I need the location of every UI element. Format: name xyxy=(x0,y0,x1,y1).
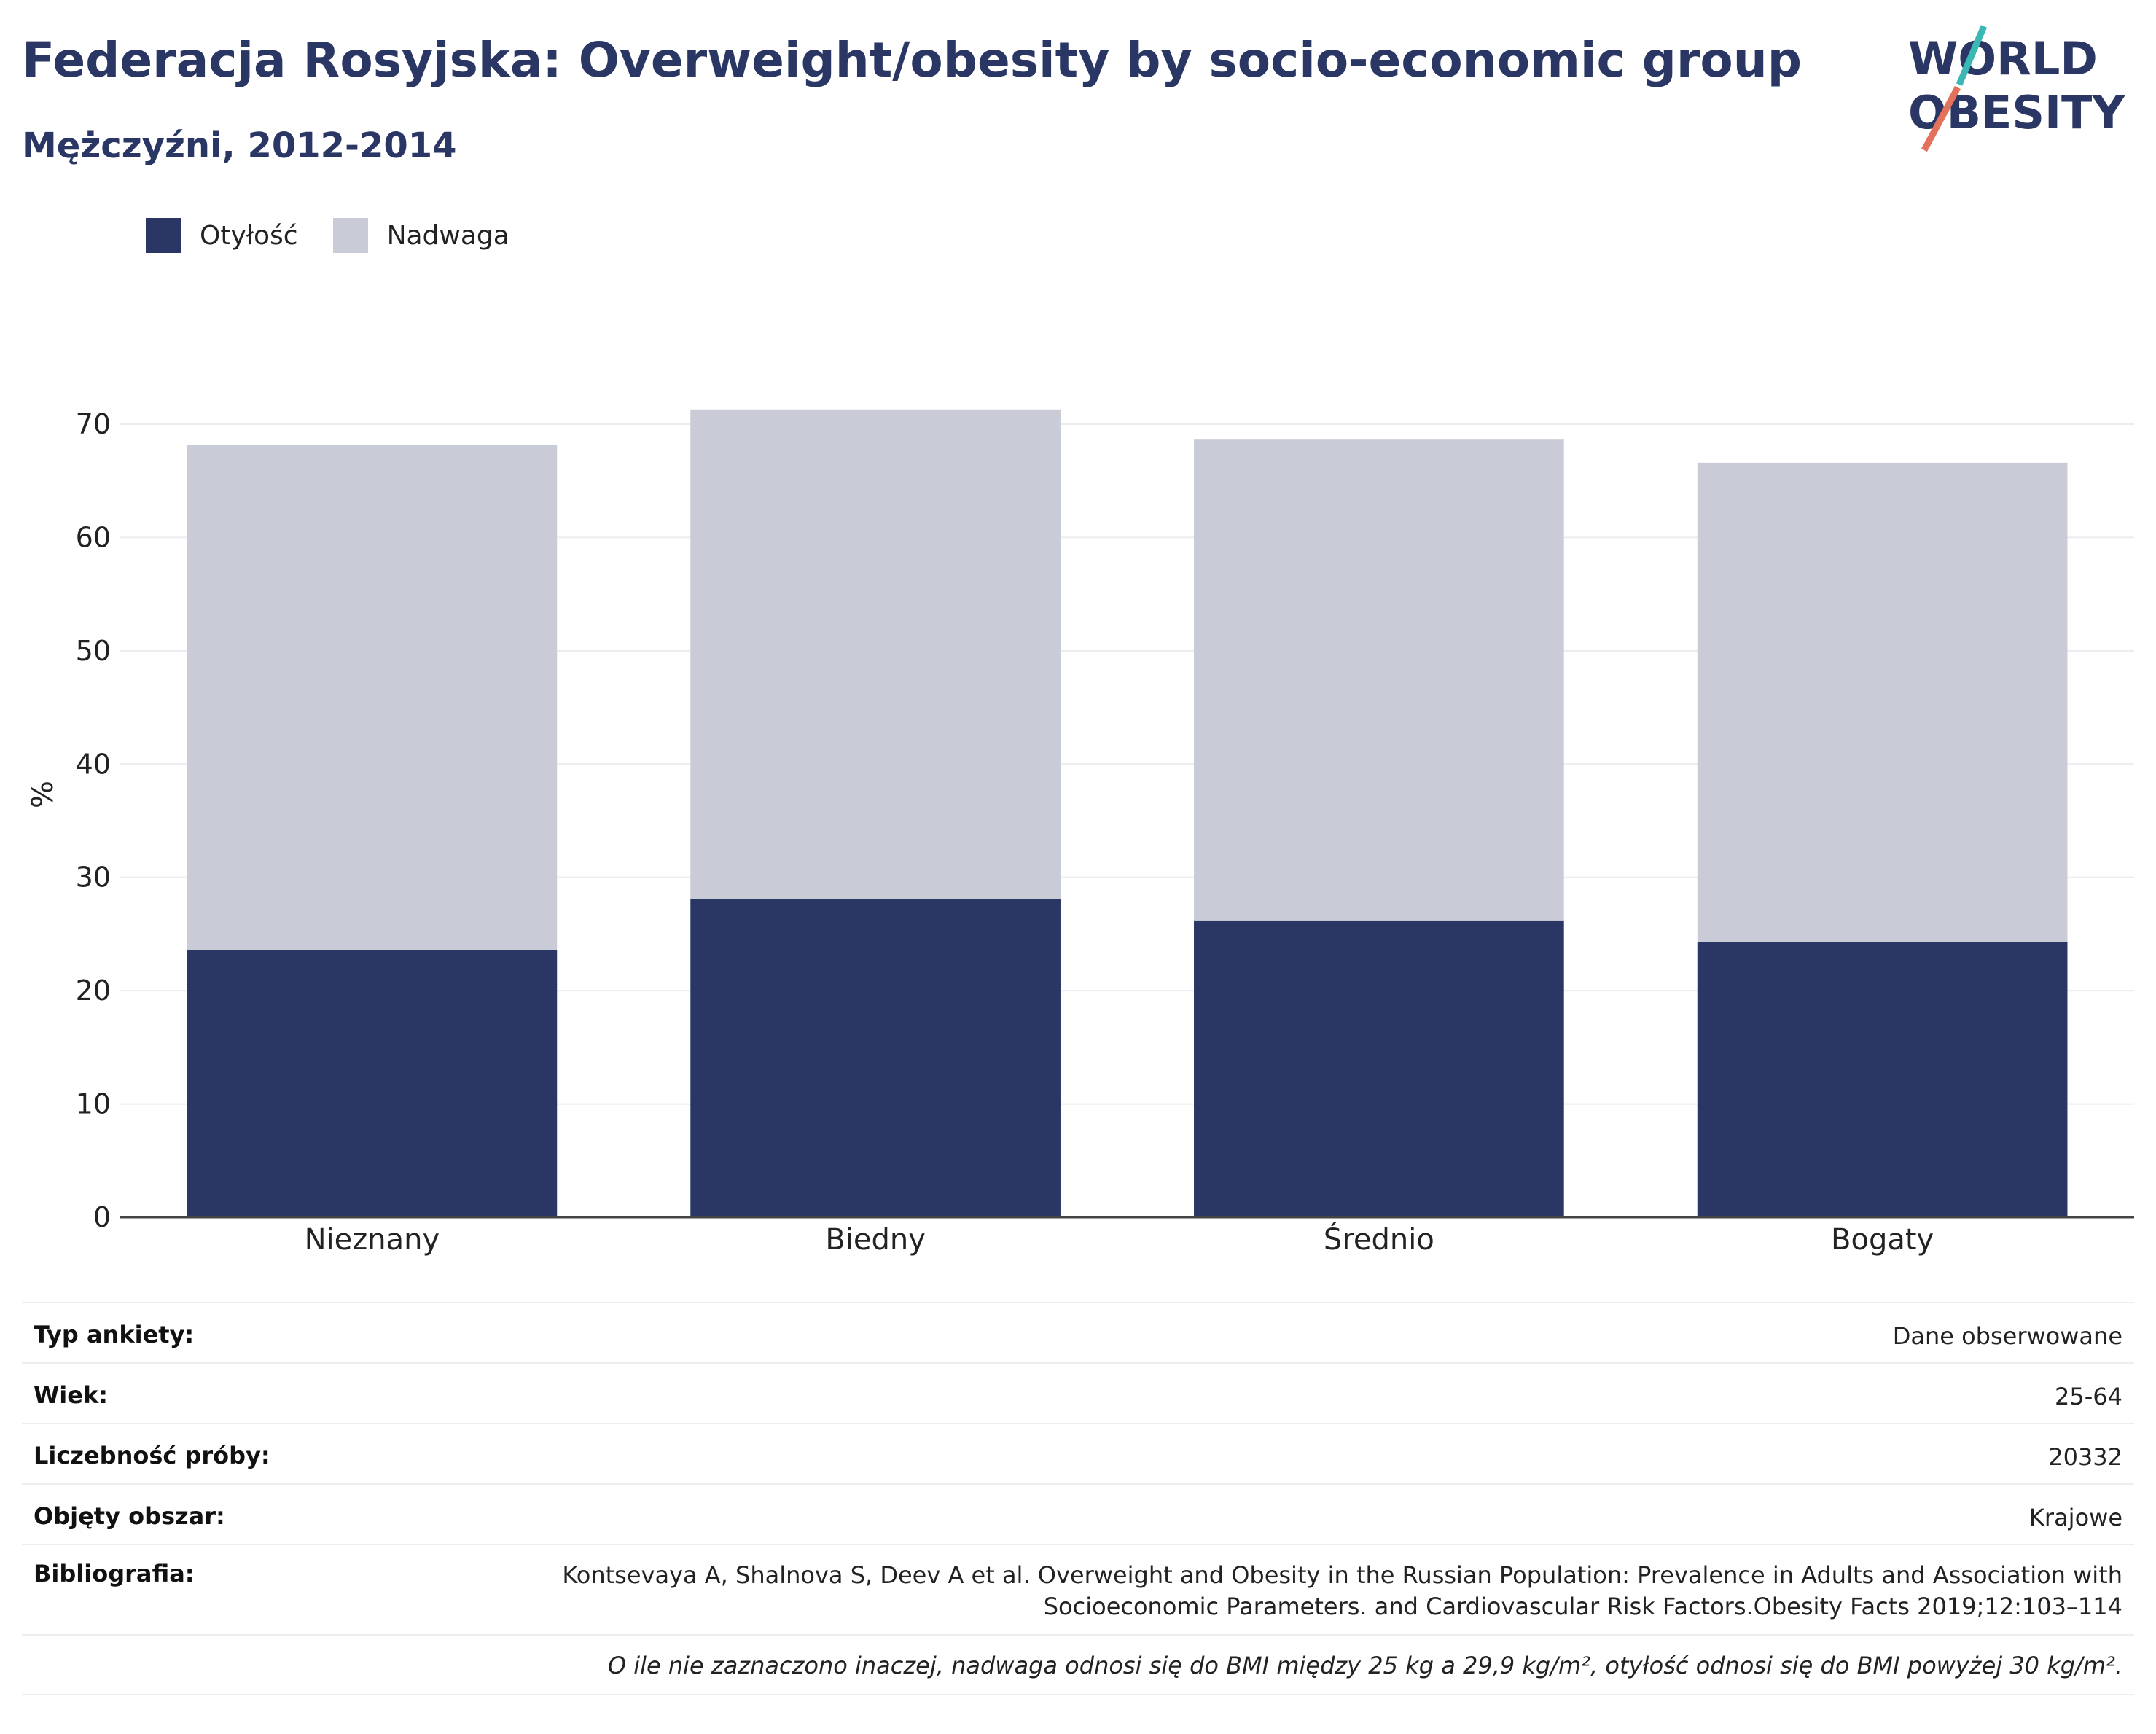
logo-text-world: WORLD xyxy=(1908,32,2098,85)
info-value: 20332 xyxy=(2048,1443,2122,1471)
legend-swatch-overweight xyxy=(332,218,368,253)
info-row-note: O ile nie zaznaczono inaczej, nadwaga od… xyxy=(22,1636,2134,1695)
info-value: Krajowe xyxy=(2028,1504,2122,1531)
x-tick-label: Biedny xyxy=(825,1223,926,1257)
bibliography-text: Kontsevaya A, Shalnova S, Deev A et al. … xyxy=(562,1560,2122,1622)
info-label: Typ ankiety: xyxy=(34,1321,195,1348)
y-tick-label: 20 xyxy=(76,975,111,1007)
y-axis-label: % xyxy=(26,781,60,808)
x-tick-label: Bogaty xyxy=(1831,1223,1934,1257)
info-value: 25-64 xyxy=(2055,1383,2122,1410)
info-label: Wiek: xyxy=(34,1381,109,1409)
y-tick-label: 60 xyxy=(76,521,111,553)
info-row-sample-size: Liczebność próby: 20332 xyxy=(22,1424,2134,1485)
info-label: Liczebność próby: xyxy=(34,1442,270,1469)
info-row-survey-type: Typ ankiety: Dane obserwowane xyxy=(22,1303,2134,1364)
y-tick-label: 0 xyxy=(93,1201,111,1233)
legend-label-overweight: Nadwaga xyxy=(386,220,509,251)
bar-overweight xyxy=(187,444,558,950)
bar-obesity xyxy=(187,950,558,1217)
page-title: Federacja Rosyjska: Overweight/obesity b… xyxy=(22,32,1802,88)
bar-obesity xyxy=(690,899,1061,1217)
y-tick-label: 70 xyxy=(76,408,111,440)
info-row-area-covered: Objęty obszar: Krajowe xyxy=(22,1485,2134,1545)
page-subtitle: Mężczyźni, 2012-2014 xyxy=(22,125,457,166)
x-tick-label: Średnio xyxy=(1324,1222,1434,1257)
bar-obesity xyxy=(1194,920,1564,1217)
legend-label-obesity: Otyłość xyxy=(200,220,298,251)
info-row-age: Wiek: 25-64 xyxy=(22,1364,2134,1424)
x-tick-label: Nieznany xyxy=(305,1223,440,1257)
info-label: Objęty obszar: xyxy=(34,1502,225,1530)
bibliography-line: Socioeconomic Parameters. and Cardiovasc… xyxy=(1043,1593,2122,1621)
info-row-bibliography: Bibliografia: Kontsevaya A, Shalnova S, … xyxy=(22,1545,2134,1636)
bibliography-line: Kontsevaya A, Shalnova S, Deev A et al. … xyxy=(562,1561,2122,1589)
bar-overweight xyxy=(1697,462,2068,942)
legend-item-overweight[interactable]: Nadwaga xyxy=(332,218,509,253)
legend-swatch-obesity xyxy=(146,218,181,253)
legend-item-obesity[interactable]: Otyłość xyxy=(146,218,298,253)
y-tick-label: 40 xyxy=(76,748,111,780)
info-table: Typ ankiety: Dane obserwowane Wiek: 25-6… xyxy=(22,1302,2134,1695)
world-obesity-logo: WORLD OBESITY xyxy=(1908,25,2125,152)
logo-slash-bottom-icon xyxy=(1921,85,1961,152)
y-tick-label: 30 xyxy=(76,862,111,894)
info-value: Dane obserwowane xyxy=(1892,1322,2122,1350)
y-tick-label: 50 xyxy=(76,635,111,667)
logo-slash-top-icon xyxy=(1956,25,1988,86)
bar-chart: 0 10 20 30 40 50 60 70% Nieznany Biedny Średnio Bog… xyxy=(26,408,2134,1257)
bar-overweight xyxy=(690,409,1061,899)
y-tick-label: 10 xyxy=(76,1088,111,1120)
bar-overweight xyxy=(1194,439,1564,921)
bar-obesity xyxy=(1697,942,2068,1217)
info-label: Bibliografia: xyxy=(34,1560,195,1587)
bmi-note: O ile nie zaznaczono inaczej, nadwaga od… xyxy=(607,1652,2122,1679)
chart-legend: Otyłość Nadwaga xyxy=(146,217,544,254)
